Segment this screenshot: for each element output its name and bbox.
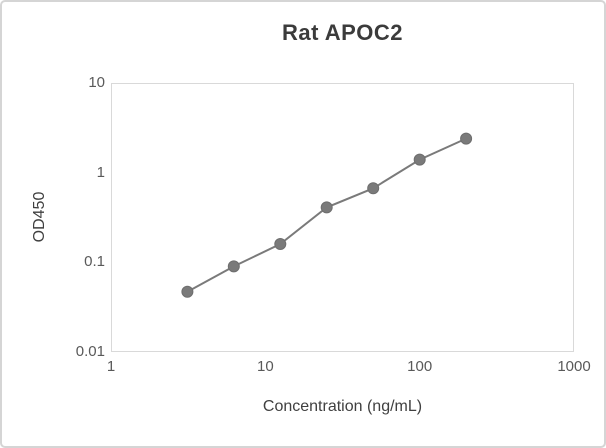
data-point-marker (181, 285, 194, 298)
x-axis-title: Concentration (ng/mL) (262, 398, 423, 415)
y-axis-title: OD450 (31, 191, 48, 243)
x-tick-label: 100 (407, 358, 433, 375)
data-point-marker (320, 201, 333, 214)
y-tick-label: 10 (88, 74, 105, 91)
x-tick-label: 10 (256, 358, 274, 375)
y-tick-label: 0.1 (84, 253, 105, 271)
data-point-marker (367, 182, 380, 195)
data-point-marker (227, 260, 240, 273)
data-point-marker (460, 132, 473, 145)
x-tick-label: 1000 (557, 358, 591, 375)
plot-area (111, 83, 574, 352)
y-tick-label: 0.01 (75, 343, 105, 360)
x-tick-label: 1 (106, 358, 116, 375)
y-tick-label: 1 (96, 163, 105, 181)
data-point-marker (413, 153, 426, 166)
standard-curve-plot (181, 132, 473, 298)
data-point-marker (274, 238, 287, 250)
chart-title: Rat APOC2 (281, 20, 404, 45)
